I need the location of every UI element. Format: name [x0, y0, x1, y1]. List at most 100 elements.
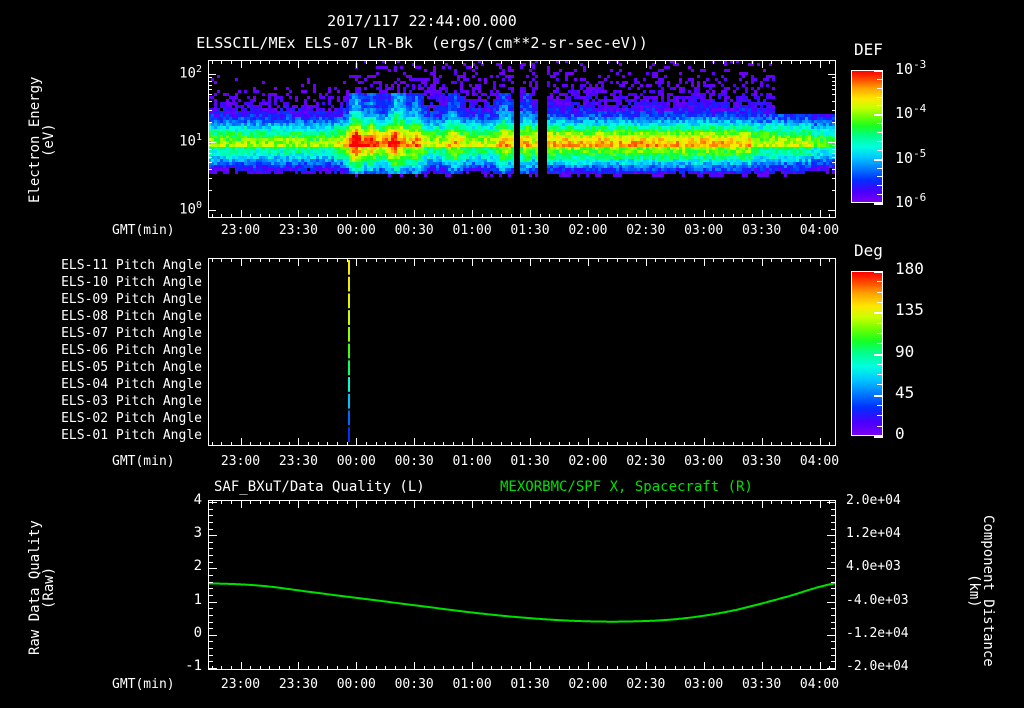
- y-tick-label-right: -4.0e+03: [846, 592, 909, 608]
- y-minor-tick-left: [208, 575, 213, 577]
- x-major-tick: [819, 662, 821, 670]
- y-minor-tick-left: [208, 608, 213, 610]
- y-minor-tick-right: [831, 614, 836, 616]
- x-minor-tick: [279, 258, 281, 262]
- y-minor-tick: [832, 169, 836, 171]
- quality-panel-title-left: SAF_BXuT/Data Quality (L): [214, 479, 425, 495]
- y-minor-tick-right: [831, 648, 836, 650]
- x-minor-tick: [385, 442, 387, 446]
- x-minor-tick: [742, 666, 744, 670]
- x-major-tick: [530, 60, 531, 68]
- x-minor-tick: [655, 666, 657, 670]
- x-minor-tick: [327, 60, 329, 64]
- x-minor-tick: [713, 258, 715, 262]
- x-minor-tick: [674, 214, 676, 218]
- x-minor-tick: [800, 60, 802, 64]
- x-minor-tick: [317, 666, 319, 670]
- x-minor-tick: [626, 500, 628, 504]
- pitch-angle-row-label: ELS-09 Pitch Angle: [61, 291, 202, 307]
- x-major-tick: [472, 258, 474, 266]
- x-minor-tick: [674, 258, 676, 262]
- x-major-tick: [414, 210, 416, 218]
- y-minor-tick: [208, 145, 212, 147]
- x-tick-label: 03:00: [684, 223, 724, 238]
- x-minor-tick: [259, 60, 261, 64]
- x-minor-tick: [346, 258, 348, 262]
- x-minor-tick: [771, 666, 773, 670]
- x-minor-tick: [404, 214, 406, 218]
- y-minor-tick: [208, 101, 212, 103]
- colorbar-major-tick: [874, 395, 883, 397]
- y-tick-label-left: 4: [193, 492, 202, 508]
- x-minor-tick: [771, 214, 773, 218]
- x-minor-tick: [230, 60, 232, 64]
- x-major-tick: [530, 438, 531, 446]
- x-minor-tick: [404, 442, 406, 446]
- x-minor-tick: [684, 666, 686, 670]
- x-minor-tick: [539, 500, 541, 504]
- x-minor-tick: [375, 258, 377, 262]
- y-minor-tick-left: [208, 614, 213, 616]
- x-minor-tick: [800, 666, 802, 670]
- x-tick-label: 23:00: [220, 454, 261, 469]
- y-minor-tick: [832, 162, 836, 164]
- spectrogram-panel[interactable]: [208, 60, 836, 218]
- y-major-tick: [208, 74, 216, 75]
- x-minor-tick: [279, 500, 281, 504]
- x-minor-tick: [317, 500, 319, 504]
- x-major-tick: [298, 500, 300, 508]
- colorbar-minor-tick: [877, 426, 883, 427]
- x-minor-tick: [452, 60, 454, 64]
- x-minor-tick: [481, 60, 483, 64]
- x-minor-tick: [462, 500, 464, 504]
- x-minor-tick: [327, 258, 329, 262]
- x-minor-tick: [365, 666, 367, 670]
- x-minor-tick: [221, 500, 223, 504]
- colorbar-minor-tick: [877, 79, 883, 80]
- x-tick-label: 04:00: [799, 677, 840, 692]
- x-minor-tick: [694, 666, 696, 670]
- x-minor-tick: [337, 500, 338, 504]
- x-major-tick: [819, 210, 821, 218]
- x-minor-tick: [250, 258, 252, 262]
- x-minor-tick: [549, 666, 551, 670]
- x-minor-tick: [684, 442, 686, 446]
- y-minor-tick: [832, 109, 836, 111]
- x-minor-tick: [501, 666, 503, 670]
- x-minor-tick: [616, 500, 618, 504]
- y-minor-tick: [208, 177, 212, 179]
- x-minor-tick: [829, 442, 831, 446]
- x-major-tick: [645, 500, 647, 508]
- x-minor-tick: [684, 258, 686, 262]
- pitch-angle-panel[interactable]: [208, 258, 836, 446]
- x-minor-tick: [732, 500, 734, 504]
- x-minor-tick: [337, 60, 338, 64]
- quality-panel[interactable]: [208, 500, 836, 670]
- x-minor-tick: [742, 442, 744, 446]
- x-minor-tick: [616, 258, 618, 262]
- colorbar-major-tick: [874, 159, 883, 161]
- colorbar-minor-tick: [877, 123, 883, 124]
- header-timestamp: 2017/117 22:44:00.000: [327, 12, 517, 30]
- y-minor-tick-right: [831, 581, 836, 583]
- x-tick-label: 01:30: [510, 454, 550, 469]
- y-minor-tick-right: [831, 541, 836, 543]
- y-minor-tick: [832, 157, 836, 159]
- x-minor-tick: [549, 258, 551, 262]
- x-minor-tick: [221, 214, 223, 218]
- x-minor-tick: [259, 442, 261, 446]
- x-minor-tick: [665, 214, 667, 218]
- x-minor-tick: [665, 666, 667, 670]
- x-major-tick: [703, 210, 705, 218]
- spectrogram-y-axis-label: Electron Energy (eV): [27, 76, 57, 204]
- x-minor-tick: [665, 442, 667, 446]
- x-minor-tick: [626, 666, 628, 670]
- y-minor-tick: [208, 169, 212, 171]
- y-minor-tick: [832, 148, 836, 150]
- y-major-tick-right: [827, 535, 836, 537]
- x-minor-tick: [394, 214, 396, 218]
- y-major-tick-left: [208, 568, 217, 570]
- x-major-tick: [819, 500, 821, 508]
- x-minor-tick: [259, 214, 261, 218]
- x-minor-tick: [742, 60, 744, 64]
